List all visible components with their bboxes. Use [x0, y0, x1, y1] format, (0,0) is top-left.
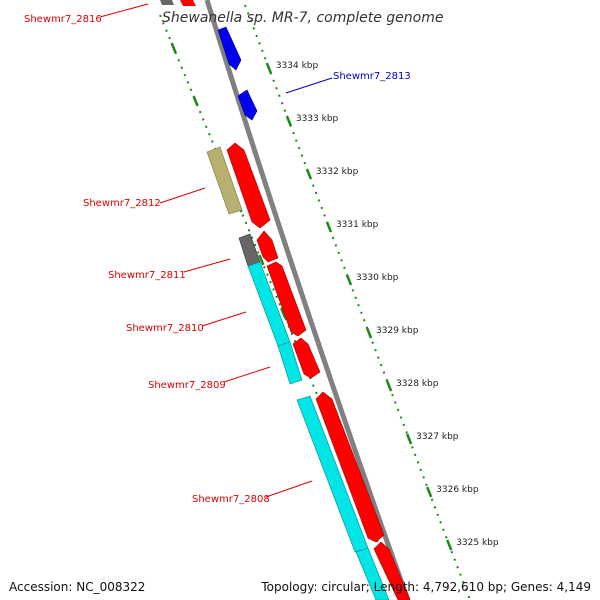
leader-2811	[183, 258, 231, 273]
outer-tick	[192, 95, 199, 107]
scale-tick-label: 3329 kbp	[376, 326, 419, 336]
gene-label-2809[interactable]: Shewmr7_2809	[148, 380, 226, 391]
gene-2809-cyan	[277, 341, 303, 385]
gene-label-2812[interactable]: Shewmr7_2812	[83, 198, 161, 209]
scale-tick	[305, 168, 313, 180]
map-title: Shewanella sp. MR-7, complete genome	[162, 10, 443, 26]
scale-tick	[385, 380, 393, 392]
gene-2811-arrow	[256, 230, 279, 263]
gene-label-2813[interactable]: Shewmr7_2813	[333, 71, 411, 82]
scale-major-ticks	[265, 62, 453, 551]
gene-label-2816[interactable]: Shewmr7_2816	[24, 14, 102, 25]
scale-tick	[446, 539, 453, 551]
reverse-strand-genes	[160, 0, 390, 600]
forward-strand-genes	[180, 0, 411, 600]
gene-labels: Shewmr7_2816 Shewmr7_2813 Shewmr7_2812 S…	[24, 3, 411, 505]
leader-2812	[159, 187, 206, 204]
scale-tick-label: 3330 kbp	[356, 273, 399, 283]
scale-tick	[285, 115, 293, 127]
scale-labels: 3334 kbp 3333 kbp 3332 kbp 3331 kbp 3330 kbp…	[276, 61, 499, 548]
scale-tick-label: 3331 kbp	[336, 220, 379, 230]
gene-label-2811[interactable]: Shewmr7_2811	[108, 270, 186, 281]
leader-2809	[223, 366, 271, 383]
gene-2816-gray	[160, 0, 174, 5]
scale-tick	[365, 327, 373, 339]
scale-tick-label: 3325 kbp	[456, 538, 499, 548]
gene-2812-arrow	[226, 142, 271, 229]
scale-tick	[345, 274, 353, 286]
scale-tick-label: 3328 kbp	[396, 379, 439, 389]
leader-2816	[99, 3, 149, 18]
gene-2813-arrow	[237, 89, 258, 121]
scale-tick	[325, 221, 333, 233]
scale-tick	[425, 486, 433, 498]
genome-backbone	[204, 0, 411, 600]
gene-2808-arrow	[315, 391, 385, 543]
outer-tick	[258, 254, 265, 266]
leader-2808	[265, 480, 313, 498]
gene-2814-arrow	[217, 26, 242, 71]
gene-label-2808[interactable]: Shewmr7_2808	[192, 494, 270, 505]
gene-2816-arrow	[180, 0, 196, 6]
genome-summary-text: Topology: circular; Length: 4,792,610 bp…	[261, 580, 591, 594]
gene-2812-olive	[206, 146, 243, 215]
leader-2810	[201, 311, 247, 327]
scale-tick-label: 3332 kbp	[316, 167, 359, 177]
leader-2813	[285, 77, 333, 94]
gene-2809-arrow	[292, 337, 321, 379]
gene-2810-arrow	[266, 261, 307, 337]
scale-tick	[265, 62, 272, 74]
gene-2811-gray	[238, 233, 261, 267]
gene-2807-arrow	[373, 541, 411, 600]
outer-tick-ring	[159, 14, 403, 600]
scale-tick-label: 3333 kbp	[296, 114, 339, 124]
scale-tick-label: 3326 kbp	[436, 485, 479, 495]
scale-tick-label: 3327 kbp	[416, 432, 459, 442]
gene-label-2810[interactable]: Shewmr7_2810	[126, 323, 204, 334]
scale-tick	[405, 433, 413, 445]
gene-2807-cyan	[355, 547, 390, 600]
outer-tick	[170, 42, 177, 54]
outer-tick	[280, 307, 287, 319]
accession-text: Accession: NC_008322	[9, 580, 146, 594]
scale-tick-label: 3334 kbp	[276, 61, 319, 71]
